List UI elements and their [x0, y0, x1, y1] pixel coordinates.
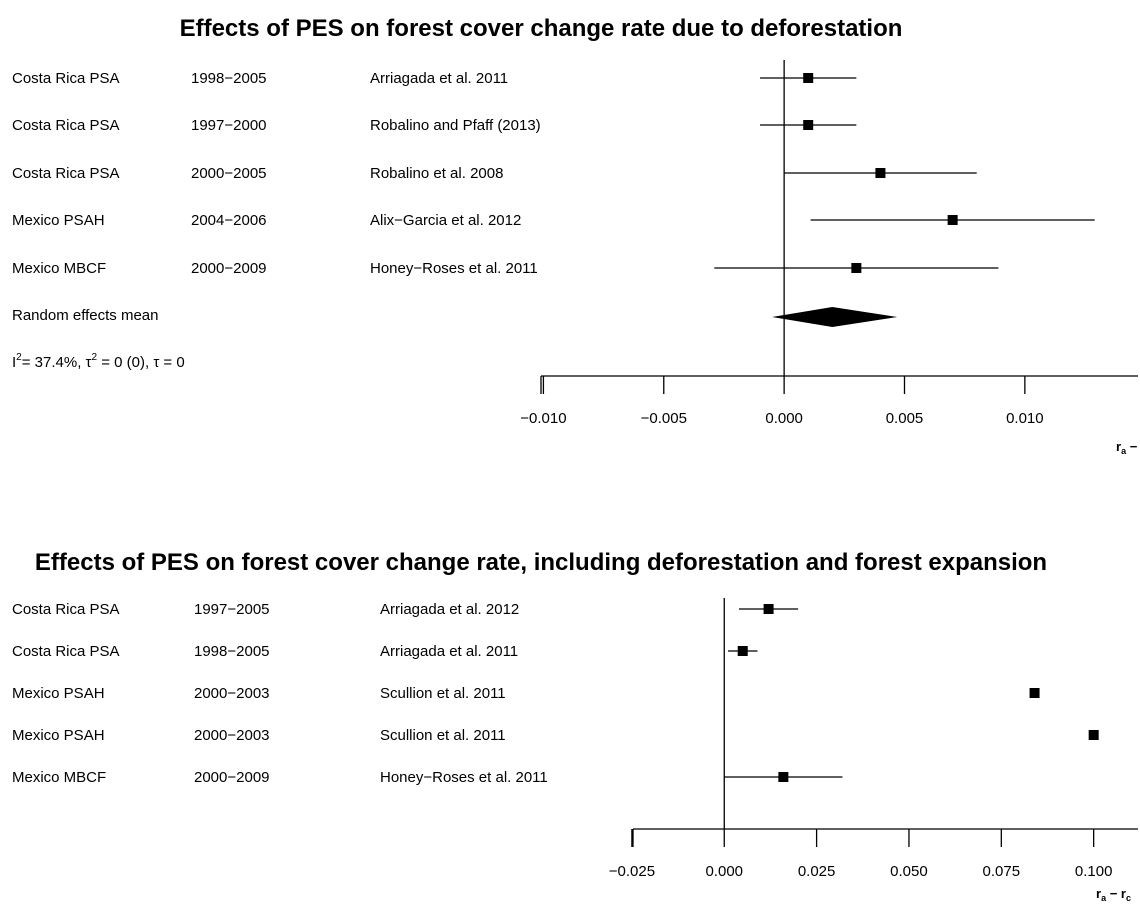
- study-period: 1998−2005: [194, 643, 270, 660]
- study-program: Costa Rica PSA: [12, 165, 120, 182]
- x-tick-label: 0.010: [1006, 410, 1044, 427]
- study-source: Arriagada et al. 2011: [370, 70, 508, 87]
- panel1-axis-label: ra − rc: [1116, 439, 1140, 456]
- x-tick-label: 0.100: [1075, 863, 1113, 880]
- panel1-title: Effects of PES on forest cover change ra…: [180, 15, 903, 42]
- effect-marker: [947, 215, 958, 225]
- effect-marker: [763, 604, 774, 614]
- study-period: 2000−2009: [194, 769, 270, 786]
- study-source: Robalino et al. 2008: [370, 165, 503, 182]
- x-tick-label: 0.075: [983, 863, 1021, 880]
- study-period: 2000−2003: [194, 685, 270, 702]
- study-source: Honey−Roses et al. 2011: [380, 769, 548, 786]
- study-program: Mexico PSAH: [12, 727, 105, 744]
- study-program: Costa Rica PSA: [12, 643, 120, 660]
- panel1-plot-area: −0.010 −0.005 0.000 0.005 0.010: [520, 60, 1138, 427]
- panel2-axis-label: ra − rc: [1096, 886, 1131, 903]
- effect-marker: [803, 120, 814, 130]
- panel-deforestation: Effects of PES on forest cover change ra…: [12, 15, 1140, 456]
- study-program: Costa Rica PSA: [12, 117, 120, 134]
- study-program: Mexico PSAH: [12, 212, 105, 229]
- study-period: 2000−2003: [194, 727, 270, 744]
- study-source: Arriagada et al. 2012: [380, 601, 519, 618]
- effect-marker: [737, 646, 748, 656]
- x-tick-label: −0.005: [641, 410, 687, 427]
- x-tick-label: 0.050: [890, 863, 928, 880]
- study-program: Mexico MBCF: [12, 769, 106, 786]
- x-tick-label: −0.025: [609, 863, 655, 880]
- panel1-study-rows: Costa Rica PSA 1998−2005 Arriagada et al. …: [12, 70, 541, 277]
- summary-label: Random effects mean: [12, 307, 158, 324]
- x-tick-label: 0.005: [886, 410, 924, 427]
- panel1-summary: Random effects mean I2= 37.4%, τ2 = 0 (0…: [12, 307, 185, 371]
- effect-marker: [1088, 730, 1099, 740]
- panel-deforestation-and-expansion: Effects of PES on forest cover change ra…: [12, 549, 1138, 903]
- summary-diamond: [772, 307, 898, 327]
- study-source: Honey−Roses et al. 2011: [370, 260, 538, 277]
- x-tick-label: 0.025: [798, 863, 836, 880]
- study-source: Alix−Garcia et al. 2012: [370, 212, 521, 229]
- x-tick-label: 0.000: [705, 863, 743, 880]
- study-period: 1997−2005: [194, 601, 270, 618]
- study-program: Mexico MBCF: [12, 260, 106, 277]
- study-source: Arriagada et al. 2011: [380, 643, 518, 660]
- study-period: 2004−2006: [191, 212, 267, 229]
- effect-marker: [778, 772, 789, 782]
- effect-marker: [1029, 688, 1040, 698]
- study-program: Costa Rica PSA: [12, 70, 120, 87]
- study-period: 2000−2005: [191, 165, 267, 182]
- study-source: Scullion et al. 2011: [380, 727, 506, 744]
- effect-marker: [851, 263, 862, 273]
- study-period: 1997−2000: [191, 117, 267, 134]
- study-program: Costa Rica PSA: [12, 601, 120, 618]
- panel2-study-rows: Costa Rica PSA 1997−2005 Arriagada et al. …: [12, 601, 548, 786]
- effect-marker: [803, 73, 814, 83]
- x-tick-label: 0.000: [765, 410, 803, 427]
- effect-marker: [875, 168, 886, 178]
- study-period: 1998−2005: [191, 70, 267, 87]
- x-tick-label: −0.010: [520, 410, 566, 427]
- study-source: Scullion et al. 2011: [380, 685, 506, 702]
- study-period: 2000−2009: [191, 260, 267, 277]
- panel2-plot-area: −0.025 0.000 0.025 0.050 0.075 0.100: [609, 598, 1138, 880]
- heterogeneity-text: I2= 37.4%, τ2 = 0 (0), τ = 0: [12, 352, 185, 371]
- panel2-title: Effects of PES on forest cover change ra…: [35, 549, 1047, 576]
- study-source: Robalino and Pfaff (2013): [370, 117, 541, 134]
- study-program: Mexico PSAH: [12, 685, 105, 702]
